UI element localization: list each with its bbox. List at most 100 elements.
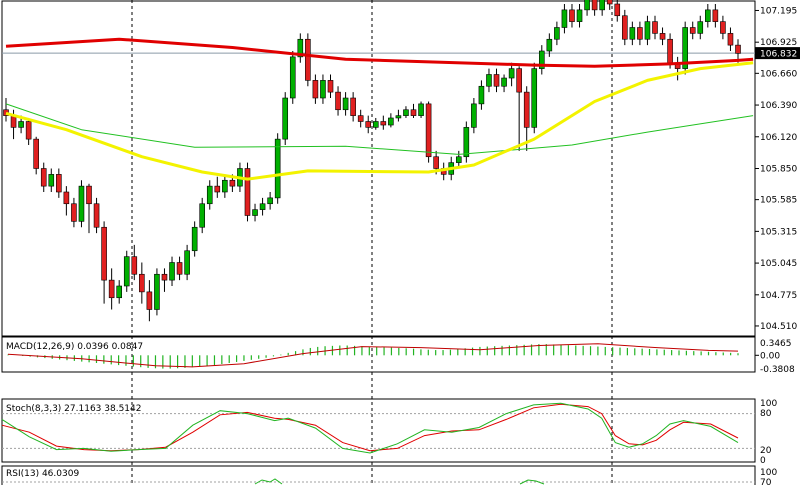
bear-candle [139,273,145,293]
current-price-label: 106.832 [760,50,797,60]
price-tick-label: 106.660 [760,69,797,79]
bear-candle [350,97,356,116]
bear-candle [591,0,598,11]
macd-label: MACD(12,26,9) 0.0396 0.0847 [6,342,143,352]
panel-frame [1,398,756,463]
bear-candle [86,185,92,205]
bull-candle [554,27,560,40]
bear-candle [108,279,115,299]
bull-candle [282,97,289,140]
bear-candle [659,33,666,40]
macd-tick-label: -0.3808 [760,365,795,375]
bull-candle [561,9,568,28]
bull-candle [48,174,55,187]
bull-candle [206,185,213,205]
stoch-label: Stoch(8,3,3) 27.1163 38.5142 [6,404,141,414]
bear-candle [25,121,32,140]
bear-candle [244,168,251,216]
bull-candle [486,74,492,87]
rsi-tick-label: 100 [760,468,777,478]
bear-candle [312,80,319,99]
bear-candle [516,68,522,93]
stoch-tick-label: 20 [760,446,772,456]
bear-candle [727,33,734,46]
panel-frame [1,0,756,337]
bull-candle [599,0,605,11]
bear-candle [357,115,364,122]
stoch-tick-label: 0 [760,456,766,466]
panel-frame [1,465,756,485]
bear-candle [33,138,39,169]
bull-candle [682,27,688,69]
macd-signal-line [7,343,739,368]
bear-candle [380,121,387,126]
bull-candle [576,9,583,22]
panel-frame [1,336,756,373]
bear-candle [327,80,334,93]
bear-candle [229,179,236,187]
bear-candle [425,103,432,158]
price-tick-label: 104.510 [760,322,797,332]
bull-candle [501,77,507,87]
current-price-tag [755,47,800,60]
bull-candle [471,103,477,128]
bull-candle [455,156,462,163]
bull-candle [546,38,553,52]
bull-candle [154,273,160,310]
rsi-line [519,479,545,485]
bear-candle [161,273,168,281]
stoch-main-line [1,402,739,454]
bull-candle [584,0,590,11]
bull-candle [199,203,206,228]
price-tick-label: 105.045 [760,259,797,269]
bear-candle [93,203,100,228]
bull-candle [252,209,258,216]
rsi-label: RSI(13) 46.0309 [6,469,79,479]
bear-candle [101,226,107,281]
bull-candle [463,127,470,158]
price-tick-label: 107.195 [760,6,797,16]
bull-candle [478,85,485,105]
price-tick-label: 106.390 [760,101,797,111]
price-panel [2,0,755,322]
bear-candle [712,9,719,22]
bull-candle [78,185,85,222]
bear-candle [335,91,341,111]
bear-candle [606,0,613,5]
bear-candle [622,15,628,40]
bear-candle [131,256,138,275]
moving-average-red [5,37,754,68]
bull-candle [403,109,409,116]
bull-candle [395,115,402,119]
bull-candle [18,121,24,128]
bull-candle [629,27,636,40]
price-tick-label: 105.850 [760,165,797,175]
moving-average-green [5,103,754,155]
bear-candle [569,9,575,22]
macd-tick-label: 0.00 [760,351,780,361]
bull-candle [274,138,281,199]
price-tick-label: 105.585 [760,196,797,206]
rsi-tick-label: 70 [760,478,772,485]
bear-candle [40,168,47,187]
bull-candle [289,56,296,99]
stoch-tick-label: 100 [760,399,777,409]
bull-candle [697,21,704,34]
bull-candle [184,250,190,275]
rsi-line [254,478,283,485]
bear-candle [10,115,17,128]
moving-average-yellow [5,61,754,181]
bull-candle [123,256,130,287]
bull-candle [531,68,538,128]
bear-candle [637,27,643,40]
bull-candle [644,21,651,40]
bull-candle [267,197,273,205]
bull-candle [191,226,198,252]
bear-candle [433,156,439,169]
bear-candle [410,109,417,116]
bear-candle [735,44,741,54]
bull-candle [372,121,379,128]
